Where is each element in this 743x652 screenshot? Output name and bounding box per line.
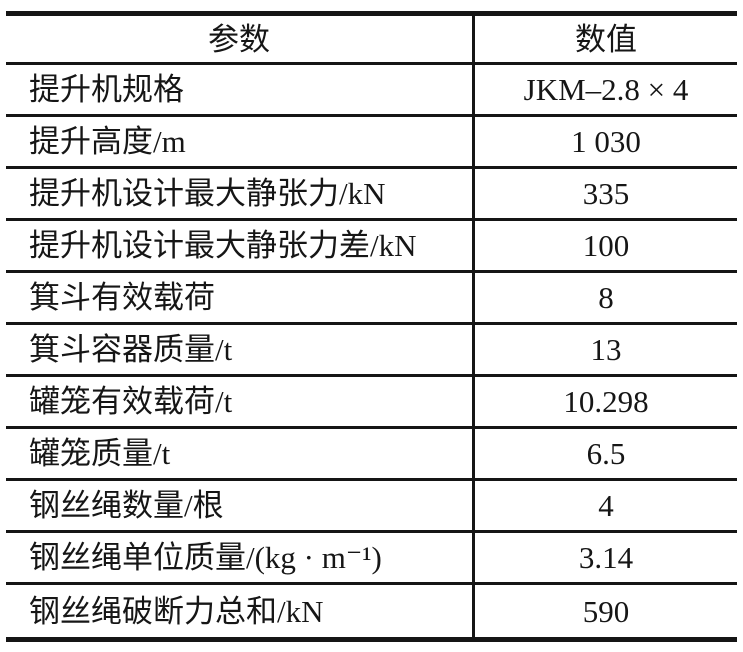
value-cell: 335 bbox=[582, 176, 630, 211]
table-row: 提升高度/m 1 030 bbox=[6, 117, 737, 169]
value-cell: 3.14 bbox=[578, 540, 634, 575]
table-body: 提升机规格 JKM–2.8 × 4 提升高度/m 1 030 提升机设计最大静张… bbox=[6, 65, 737, 637]
value-cell: 10.298 bbox=[563, 384, 649, 419]
param-cell: 罐笼有效载荷/t bbox=[6, 377, 475, 426]
table-header-row: 参数 数值 bbox=[6, 16, 737, 65]
value-cell: 13 bbox=[590, 332, 622, 367]
value-cell: 590 bbox=[582, 593, 630, 629]
table-row: 钢丝绳数量/根 4 bbox=[6, 481, 737, 533]
param-cell: 提升机设计最大静张力差/kN bbox=[6, 221, 475, 270]
table-row: 罐笼质量/t 6.5 bbox=[6, 429, 737, 481]
value-cell: 1 030 bbox=[571, 124, 641, 159]
value-cell: 6.5 bbox=[586, 436, 626, 471]
table-row: 钢丝绳单位质量/(kg · m⁻¹) 3.14 bbox=[6, 533, 737, 585]
table-row: 罐笼有效载荷/t 10.298 bbox=[6, 377, 737, 429]
param-cell: 钢丝绳数量/根 bbox=[6, 481, 475, 530]
column-header-parameter: 参数 bbox=[6, 16, 475, 62]
table-row: 箕斗有效载荷 8 bbox=[6, 273, 737, 325]
param-cell: 提升高度/m bbox=[6, 117, 475, 166]
param-cell: 提升机规格 bbox=[6, 65, 475, 114]
parameters-table: 参数 数值 提升机规格 JKM–2.8 × 4 提升高度/m 1 030 提升机… bbox=[6, 11, 737, 642]
value-cell: 100 bbox=[582, 228, 630, 263]
table-row: 提升机规格 JKM–2.8 × 4 bbox=[6, 65, 737, 117]
param-cell: 钢丝绳单位质量/(kg · m⁻¹) bbox=[6, 533, 475, 582]
param-cell: 箕斗有效载荷 bbox=[6, 273, 475, 322]
table-row: 提升机设计最大静张力/kN 335 bbox=[6, 169, 737, 221]
table-row: 钢丝绳破断力总和/kN 590 bbox=[6, 585, 737, 637]
param-cell: 箕斗容器质量/t bbox=[6, 325, 475, 374]
column-header-value: 数值 bbox=[575, 21, 637, 57]
value-cell: JKM–2.8 × 4 bbox=[523, 72, 689, 107]
param-cell: 提升机设计最大静张力/kN bbox=[6, 169, 475, 218]
table-row: 提升机设计最大静张力差/kN 100 bbox=[6, 221, 737, 273]
table-row: 箕斗容器质量/t 13 bbox=[6, 325, 737, 377]
value-cell: 8 bbox=[598, 280, 614, 315]
value-cell: 4 bbox=[598, 488, 614, 523]
param-cell: 钢丝绳破断力总和/kN bbox=[6, 585, 475, 637]
param-cell: 罐笼质量/t bbox=[6, 429, 475, 478]
